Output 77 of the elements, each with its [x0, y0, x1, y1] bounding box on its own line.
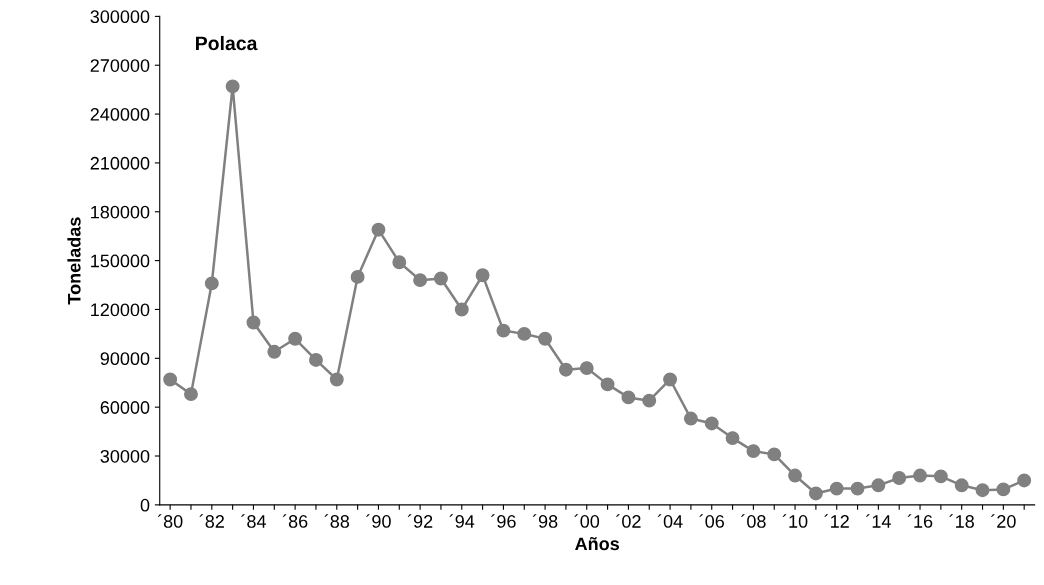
point — [329, 372, 344, 387]
point — [788, 468, 803, 483]
x-tick-label: ´98 — [532, 514, 558, 528]
point — [558, 362, 573, 377]
point — [246, 315, 261, 330]
point — [204, 276, 219, 291]
point — [267, 344, 282, 359]
point — [621, 390, 636, 405]
y-tick-label: 270000 — [90, 59, 150, 72]
point — [413, 273, 428, 288]
point — [496, 323, 511, 338]
point — [683, 411, 698, 426]
point — [392, 255, 407, 270]
y-axis-title: Toneladas — [67, 217, 81, 305]
point — [517, 326, 532, 341]
point — [642, 393, 657, 408]
point — [746, 444, 761, 459]
x-tick-label: ´08 — [740, 514, 766, 528]
y-tick-label: 300000 — [90, 10, 150, 24]
point — [996, 482, 1011, 497]
point — [433, 271, 448, 286]
y-tick-label: 30000 — [100, 449, 150, 463]
point — [1017, 473, 1032, 488]
point — [163, 372, 178, 387]
point — [538, 331, 553, 346]
text: Polaca — [196, 35, 258, 51]
x-axis-title: Años — [575, 537, 619, 551]
point — [288, 331, 303, 346]
point — [975, 483, 990, 498]
x-tick-label: ´96 — [491, 514, 516, 528]
x-tick-label: ´84 — [241, 514, 266, 528]
y-tick-label: 210000 — [90, 156, 150, 170]
point — [954, 478, 969, 493]
point — [309, 352, 323, 367]
x-tick-label: ´16 — [907, 514, 933, 528]
point — [184, 387, 198, 402]
point — [704, 416, 719, 431]
point — [850, 481, 865, 496]
point — [725, 431, 740, 446]
point — [808, 486, 823, 501]
point — [475, 268, 490, 283]
x-tick-label: ´94 — [449, 514, 475, 528]
y-tick-label: 0 — [140, 498, 150, 512]
point — [933, 469, 948, 484]
x-tick-label: ´02 — [616, 514, 641, 528]
point — [767, 447, 782, 462]
point — [454, 302, 469, 317]
x-tick-label: ´12 — [824, 514, 849, 528]
y-tick-label: 90000 — [100, 352, 150, 366]
point — [225, 79, 240, 94]
y-tick-label: 120000 — [91, 303, 150, 317]
y-tick-label: 60000 — [100, 401, 150, 414]
x-tick-label: ´18 — [949, 514, 974, 528]
point — [829, 481, 844, 496]
x-tick-label: ´04 — [657, 514, 683, 528]
x-tick-label: ´20 — [990, 514, 1016, 528]
y-tick-label: 180000 — [91, 205, 150, 219]
x-tick-label: ´82 — [199, 514, 224, 528]
y-tick-label: 150000 — [91, 254, 150, 268]
x-tick-label: ´10 — [782, 514, 808, 528]
point — [350, 269, 365, 284]
point — [579, 361, 594, 376]
point — [663, 372, 678, 387]
x-tick-label: ´14 — [865, 514, 891, 528]
x-tick-label: ´80 — [157, 514, 183, 528]
x-tick-label: ´90 — [366, 514, 391, 528]
x-tick-label: ´92 — [407, 514, 433, 528]
y-tick-label: 240000 — [90, 108, 150, 121]
point — [892, 471, 907, 485]
x-tick-label: ´86 — [282, 514, 308, 528]
x-tick-label: ´06 — [699, 514, 724, 528]
point — [913, 468, 927, 483]
x-tick-label: ´00 — [574, 514, 600, 528]
point — [871, 478, 886, 493]
point — [600, 377, 615, 392]
point — [371, 222, 386, 237]
x-tick-label: ´88 — [324, 514, 350, 528]
